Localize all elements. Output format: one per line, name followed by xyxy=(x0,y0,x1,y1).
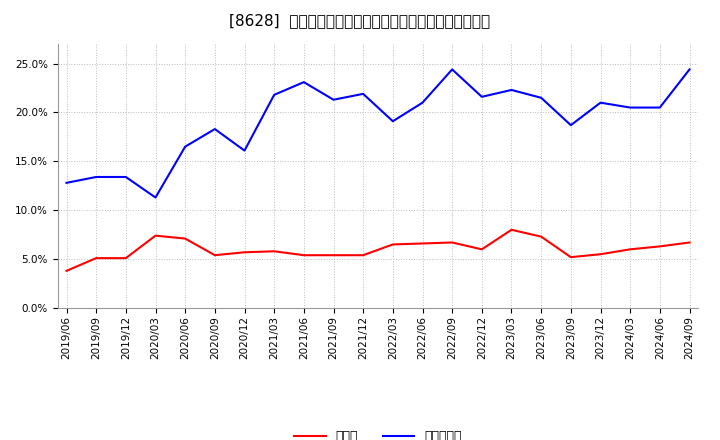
有利子負債 xyxy=(329,97,338,103)
現預金 xyxy=(329,253,338,258)
現預金 xyxy=(507,227,516,232)
有利子負債 xyxy=(181,144,189,149)
有利子負債 xyxy=(626,105,634,110)
Legend: 現預金, 有利子負債: 現預金, 有利子負債 xyxy=(289,425,467,440)
有利子負債 xyxy=(448,67,456,72)
有利子負債 xyxy=(62,180,71,186)
有利子負債 xyxy=(92,174,101,180)
現預金 xyxy=(537,234,546,239)
現預金 xyxy=(240,249,249,255)
有利子負債 xyxy=(567,122,575,128)
有利子負債 xyxy=(596,100,605,105)
現預金 xyxy=(122,256,130,261)
現預金 xyxy=(359,253,367,258)
現預金 xyxy=(685,240,694,245)
現預金 xyxy=(477,247,486,252)
現預金 xyxy=(596,252,605,257)
現預金 xyxy=(151,233,160,238)
有利子負債 xyxy=(537,95,546,100)
有利子負債 xyxy=(300,80,308,85)
有利子負債 xyxy=(151,195,160,200)
現預金 xyxy=(418,241,427,246)
Line: 現預金: 現預金 xyxy=(66,230,690,271)
有利子負債 xyxy=(210,126,219,132)
有利子負債 xyxy=(685,67,694,72)
有利子負債 xyxy=(240,148,249,153)
有利子負債 xyxy=(122,174,130,180)
現預金 xyxy=(389,242,397,247)
Text: [8628]  現預金、有利子負債の総資産に対する比率の推移: [8628] 現預金、有利子負債の総資産に対する比率の推移 xyxy=(230,13,490,28)
現預金 xyxy=(62,268,71,274)
現預金 xyxy=(567,254,575,260)
現預金 xyxy=(626,247,634,252)
有利子負債 xyxy=(389,119,397,124)
Line: 有利子負債: 有利子負債 xyxy=(66,70,690,198)
有利子負債 xyxy=(477,94,486,99)
現預金 xyxy=(92,256,101,261)
現預金 xyxy=(270,249,279,254)
有利子負債 xyxy=(655,105,664,110)
有利子負債 xyxy=(418,100,427,105)
現預金 xyxy=(300,253,308,258)
有利子負債 xyxy=(270,92,279,98)
現預金 xyxy=(181,236,189,241)
有利子負債 xyxy=(359,91,367,96)
現預金 xyxy=(448,240,456,245)
現預金 xyxy=(655,244,664,249)
現預金 xyxy=(210,253,219,258)
有利子負債 xyxy=(507,87,516,92)
